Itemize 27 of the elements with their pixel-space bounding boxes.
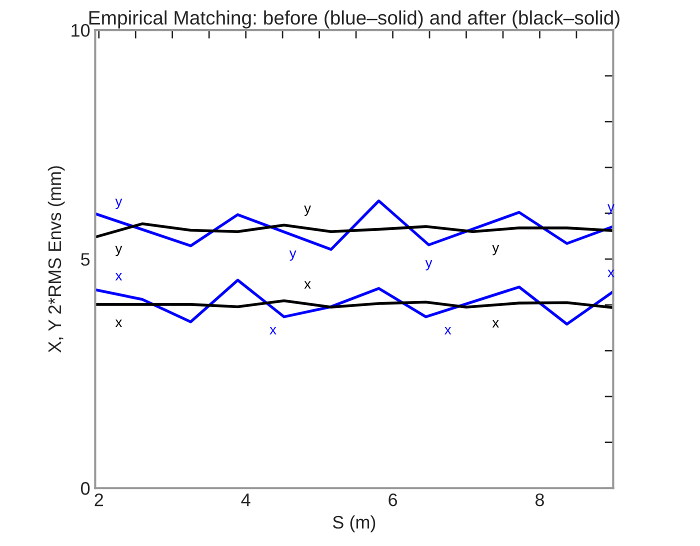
- annotation: y: [115, 198, 122, 210]
- annotation: x: [444, 326, 452, 334]
- annotation: x: [270, 326, 276, 334]
- line-series: [95, 278, 614, 326]
- annotation: y: [608, 204, 614, 215]
- line-series: [95, 222, 614, 238]
- annotation: y: [289, 250, 296, 261]
- x-tick-label: 2: [94, 493, 103, 506]
- x-tick-label: 8: [535, 493, 544, 506]
- line-series: [95, 299, 614, 310]
- annotation: y: [115, 246, 122, 256]
- annotation: x: [115, 273, 122, 280]
- chart-title: Empirical Matching: before (blue–solid) and after (black–solid): [89, 10, 620, 29]
- y-tick-label: 10: [72, 24, 90, 37]
- x-tick-label: 6: [388, 493, 397, 506]
- annotation: x: [115, 320, 122, 327]
- annotation: x: [304, 281, 311, 289]
- x-axis-title: S (m): [332, 515, 376, 532]
- annotation: y: [492, 244, 500, 256]
- annotation: x: [492, 320, 499, 328]
- x-tick-label: 4: [241, 494, 250, 506]
- y-tick-label: 0: [81, 482, 90, 495]
- annotation: y: [304, 206, 311, 216]
- y-axis-title: X, Y 2*RMS Envs (mm): [48, 166, 65, 353]
- annotation: x: [608, 270, 614, 278]
- y-tick-label: 5: [81, 253, 90, 266]
- annotation: y: [425, 260, 432, 270]
